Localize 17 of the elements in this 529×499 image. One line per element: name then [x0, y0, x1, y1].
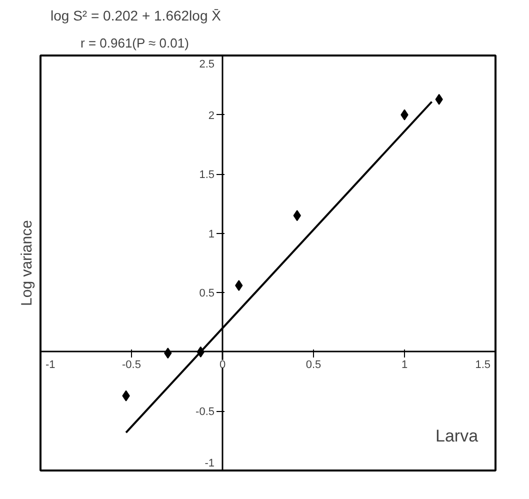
x-tick-label: 0	[219, 358, 226, 371]
chart-subtitle: r = 0.961(P ≈ 0.01)	[80, 36, 189, 50]
x-tick-label: 1	[401, 358, 408, 371]
y-tick-label: 0.5	[199, 288, 215, 300]
x-axis-title: Larva	[436, 426, 479, 446]
y-axis-title: Log variance	[18, 220, 36, 306]
y-tick-label: -1	[204, 458, 214, 470]
x-tick-label: -1	[46, 358, 56, 371]
y-tick-label: -0.5	[196, 406, 215, 418]
y-tick-label: 2.5	[199, 58, 215, 70]
x-tick-label: 1.5	[475, 358, 491, 371]
chart-title: log S² = 0.202 + 1.662log X̄	[50, 8, 222, 24]
y-tick-label: 1	[208, 228, 215, 240]
x-tick-label: -0.5	[122, 358, 141, 371]
y-tick-label: 2	[208, 110, 215, 122]
y-tick-label: 1.5	[199, 169, 215, 182]
x-tick-label: 0.5	[306, 358, 322, 371]
